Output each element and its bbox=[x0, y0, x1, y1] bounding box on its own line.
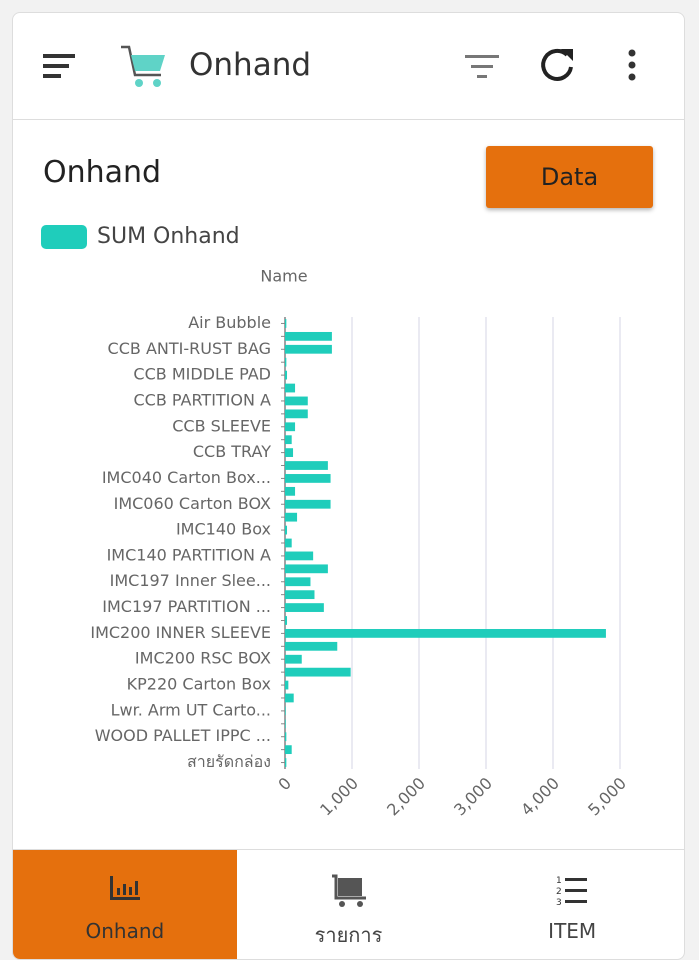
card: Onhand Onhand Data SUM Onhand Name 0 1,00… bbox=[12, 12, 685, 960]
nav-icon: 123 bbox=[556, 876, 588, 908]
y-tick-label: IMC200 RSC BOX bbox=[135, 649, 271, 668]
more-icon[interactable] bbox=[625, 49, 639, 85]
svg-text:3: 3 bbox=[556, 898, 562, 908]
bar bbox=[285, 512, 298, 522]
cart-icon bbox=[121, 45, 165, 87]
x-tick-label: 2,000 bbox=[383, 774, 429, 820]
bar bbox=[285, 603, 324, 612]
bar bbox=[285, 641, 338, 651]
y-tick-label: Air Bubble bbox=[188, 313, 271, 332]
bar bbox=[285, 590, 315, 600]
legend-swatch bbox=[41, 225, 87, 249]
app-header: Onhand bbox=[13, 13, 684, 120]
bar bbox=[285, 396, 308, 406]
menu-icon[interactable] bbox=[41, 51, 81, 81]
bar bbox=[285, 319, 287, 328]
y-tick-label: WOOD PALLET IPPC ... bbox=[95, 726, 271, 745]
bar bbox=[285, 719, 286, 729]
x-tick-label: 0 bbox=[274, 774, 295, 795]
bar bbox=[285, 564, 328, 574]
y-tick-label: สายรัดกล่อง bbox=[187, 752, 271, 771]
y-tick-label: IMC140 Box bbox=[176, 520, 271, 539]
y-tick-label: IMC060 Carton BOX bbox=[114, 494, 271, 513]
x-tick-label: 5,000 bbox=[584, 774, 630, 820]
bar bbox=[285, 474, 331, 483]
nav-item[interactable]: รายการ bbox=[237, 850, 461, 959]
x-tick-label: 4,000 bbox=[517, 774, 563, 820]
bar bbox=[285, 331, 332, 341]
bar bbox=[285, 680, 289, 690]
svg-text:1: 1 bbox=[556, 876, 562, 886]
y-tick-label: CCB ANTI-RUST BAG bbox=[108, 339, 271, 358]
chart: SUM Onhand Name 0 1,000 2,000 3,000 4,000 5,0… bbox=[41, 224, 630, 820]
bar bbox=[285, 525, 288, 535]
bar bbox=[285, 758, 287, 767]
nav-label: ITEM bbox=[548, 919, 597, 943]
bar bbox=[285, 435, 292, 445]
bar bbox=[285, 499, 331, 509]
legend-label: SUM Onhand bbox=[97, 224, 240, 249]
bar bbox=[285, 486, 296, 496]
bar bbox=[285, 629, 606, 638]
bar bbox=[285, 551, 314, 561]
refresh-icon[interactable] bbox=[537, 45, 579, 87]
y-tick-label: IMC200 INNER SLEEVE bbox=[90, 623, 271, 642]
y-tick-label: CCB PARTITION A bbox=[133, 390, 271, 409]
bar bbox=[285, 706, 286, 716]
nav-icon bbox=[109, 876, 140, 900]
filter-icon[interactable] bbox=[463, 51, 503, 81]
nav-item[interactable]: 1 2 3 ITEM bbox=[460, 850, 684, 959]
bar bbox=[285, 654, 302, 664]
x-tick-label: 3,000 bbox=[450, 774, 496, 820]
bar bbox=[285, 538, 292, 548]
data-button[interactable]: Data bbox=[486, 146, 653, 208]
y-tick-label: IMC140 PARTITION A bbox=[107, 545, 271, 564]
y-tick-label: IMC197 Inner Slee... bbox=[110, 571, 271, 590]
y-tick-label: KP220 Carton Box bbox=[127, 675, 271, 694]
y-tick-label: CCB TRAY bbox=[193, 442, 271, 461]
bar bbox=[285, 448, 294, 457]
bar bbox=[285, 344, 332, 354]
bar bbox=[285, 370, 288, 380]
svg-text:2: 2 bbox=[556, 887, 562, 897]
nav-label: Onhand bbox=[85, 919, 165, 943]
nav-icon bbox=[331, 874, 366, 907]
y-tick-label: Lwr. Arm UT Carto... bbox=[111, 700, 271, 719]
bar bbox=[285, 461, 328, 470]
bar bbox=[285, 422, 296, 432]
bar bbox=[285, 667, 351, 677]
bottom-nav: Onhand รายการ 1 2 3 ITEM bbox=[13, 849, 684, 959]
nav-item[interactable]: Onhand bbox=[13, 850, 237, 959]
y-tick-label: IMC197 PARTITION ... bbox=[102, 597, 271, 616]
bar bbox=[285, 577, 311, 587]
header-title: Onhand bbox=[189, 47, 312, 83]
x-tick-label: 1,000 bbox=[316, 774, 362, 820]
y-tick-label: IMC040 Carton Box... bbox=[102, 468, 271, 487]
nav-label: รายการ bbox=[314, 923, 383, 947]
card-title: Onhand bbox=[43, 155, 162, 190]
bar bbox=[285, 693, 294, 703]
bar bbox=[285, 383, 296, 393]
y-axis-title: Name bbox=[260, 267, 307, 286]
bar bbox=[285, 357, 287, 367]
bar bbox=[285, 616, 288, 625]
bar bbox=[285, 745, 292, 755]
bar bbox=[285, 409, 308, 419]
y-tick-label: CCB SLEEVE bbox=[172, 416, 271, 435]
y-tick-label: CCB MIDDLE PAD bbox=[133, 365, 271, 384]
bar bbox=[285, 732, 287, 742]
